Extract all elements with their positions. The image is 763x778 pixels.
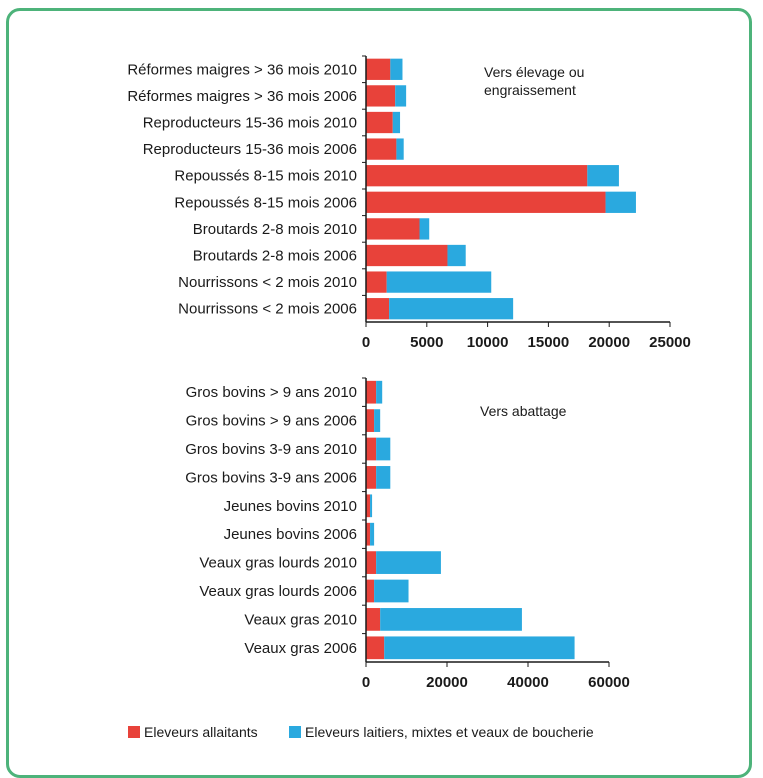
legend-swatch-allaitants: [128, 726, 140, 738]
bar-segment-laitiers: [390, 58, 403, 80]
bar-segment-allaitants: [366, 579, 375, 603]
category-label: Reproducteurs 15-36 mois 2006: [143, 141, 357, 158]
bar-segment-laitiers: [376, 466, 391, 489]
chart-panel-abattage: Gros bovins > 9 ans 2010 Gros bovins > 9 …: [185, 377, 630, 691]
bar-segment-laitiers: [419, 218, 430, 240]
bar-segment-laitiers: [396, 138, 404, 160]
bar-segment-allaitants: [366, 380, 377, 404]
bar-segment-laitiers: [370, 494, 373, 518]
bar-segment-laitiers: [395, 85, 407, 107]
bar-segment-laitiers: [389, 298, 514, 320]
x-tick-label: 40000: [507, 674, 549, 691]
annotation-abattage: Vers abattage: [480, 403, 567, 419]
bar-segment-laitiers: [376, 437, 391, 461]
category-label: Gros bovins 3-9 ans 2006: [185, 469, 357, 486]
category-label: Veaux gras lourds 2010: [199, 555, 357, 572]
category-label: Gros bovins > 9 ans 2006: [186, 413, 357, 430]
bar-segment-allaitants: [366, 466, 377, 489]
bar-segment-allaitants: [366, 271, 387, 293]
category-label: Nourrissons < 2 mois 2010: [178, 274, 357, 291]
bar-segment-laitiers: [370, 522, 375, 546]
x-tick-label: 0: [362, 674, 370, 691]
x-tick-label: 60000: [588, 674, 630, 691]
annotation-elevage-line2: engraissement: [484, 82, 576, 98]
bar-segment-laitiers: [384, 636, 575, 660]
x-tick-label: 0: [362, 334, 370, 351]
bar-segment-laitiers: [376, 551, 441, 574]
bar-segment-laitiers: [374, 579, 409, 603]
category-label: Réformes maigres > 36 mois 2010: [127, 61, 357, 78]
bar-segment-allaitants: [366, 522, 371, 546]
bar-segment-allaitants: [366, 636, 385, 660]
category-label: Reproducteurs 15-36 mois 2010: [143, 115, 357, 132]
x-tick-label: 10000: [467, 334, 509, 351]
x-tick-label: 20000: [426, 674, 468, 691]
bar-segment-allaitants: [366, 111, 393, 134]
category-label: Jeunes bovins 2006: [224, 526, 357, 543]
category-label: Veaux gras lourds 2006: [199, 583, 357, 600]
legend: Eleveurs allaitants Eleveurs laitiers, m…: [128, 724, 594, 740]
bar-segment-allaitants: [366, 551, 377, 574]
bar-segment-allaitants: [366, 85, 396, 107]
category-label: Repoussés 8-15 mois 2006: [174, 194, 357, 211]
bar-segment-allaitants: [366, 608, 381, 631]
category-label: Broutards 2-8 mois 2010: [193, 221, 357, 238]
bar-segment-allaitants: [366, 58, 391, 80]
category-label: Veaux gras 2010: [244, 611, 357, 628]
bar-segment-laitiers: [374, 409, 381, 432]
x-tick-label: 25000: [649, 334, 691, 351]
category-label: Gros bovins > 9 ans 2010: [186, 384, 357, 401]
category-label: Repoussés 8-15 mois 2010: [174, 168, 357, 185]
bar-segment-allaitants: [366, 437, 377, 461]
legend-label-allaitants: Eleveurs allaitants: [144, 724, 258, 740]
annotation-elevage-line1: Vers élevage ou: [484, 64, 584, 80]
bar-segment-laitiers: [392, 111, 401, 134]
category-label: Gros bovins 3-9 ans 2010: [185, 441, 357, 458]
bar-segment-allaitants: [366, 494, 371, 518]
bar-segment-allaitants: [366, 218, 420, 240]
category-label: Nourrissons < 2 mois 2006: [178, 301, 357, 318]
bar-segment-allaitants: [366, 165, 588, 187]
x-tick-label: 20000: [588, 334, 630, 351]
bar-segment-allaitants: [366, 409, 375, 432]
bar-segment-laitiers: [605, 191, 636, 213]
bar-segment-laitiers: [447, 244, 466, 267]
x-tick-label: 15000: [528, 334, 570, 351]
bar-segment-laitiers: [380, 608, 522, 631]
bar-segment-allaitants: [366, 244, 448, 267]
category-label: Broutards 2-8 mois 2006: [193, 248, 357, 265]
bar-segment-laitiers: [587, 165, 619, 187]
bar-segment-allaitants: [366, 138, 397, 160]
category-label: Réformes maigres > 36 mois 2006: [127, 88, 357, 105]
bar-segment-laitiers: [376, 380, 383, 404]
category-label: Veaux gras 2006: [244, 640, 357, 657]
legend-label-laitiers: Eleveurs laitiers, mixtes et veaux de bo…: [305, 724, 594, 740]
bar-segment-allaitants: [366, 298, 390, 320]
category-label: Jeunes bovins 2010: [224, 498, 357, 515]
x-tick-label: 5000: [410, 334, 443, 351]
bar-segment-laitiers: [386, 271, 492, 293]
bar-segment-allaitants: [366, 191, 606, 213]
chart-panel-elevage: Réformes maigres > 36 mois 2010 Réformes …: [127, 55, 691, 351]
legend-swatch-laitiers: [289, 726, 301, 738]
